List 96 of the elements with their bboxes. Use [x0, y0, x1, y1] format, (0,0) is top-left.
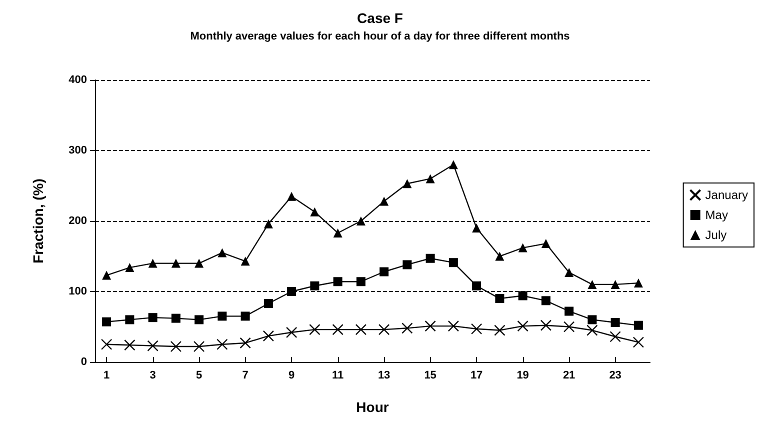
point	[402, 260, 412, 270]
point	[540, 320, 552, 331]
point	[541, 239, 550, 248]
point	[310, 281, 320, 290]
point	[495, 294, 504, 304]
point	[125, 263, 134, 272]
point	[309, 324, 320, 336]
point	[380, 267, 389, 276]
x-tick-label: 11	[332, 370, 344, 382]
point	[218, 312, 227, 321]
y-tick-label: 300	[68, 144, 87, 156]
point	[448, 160, 458, 170]
point	[310, 207, 320, 216]
x-tick-label: 17	[470, 370, 483, 382]
point	[448, 258, 458, 268]
point	[194, 258, 204, 268]
point	[240, 337, 251, 349]
point	[586, 324, 598, 336]
point	[472, 224, 482, 233]
point	[518, 291, 528, 300]
point	[287, 192, 296, 201]
point	[356, 277, 366, 286]
point	[102, 270, 112, 280]
point	[426, 254, 435, 263]
point	[424, 320, 436, 332]
point	[102, 317, 112, 326]
point	[148, 258, 158, 268]
x-tick-label: 15	[424, 370, 436, 382]
x-axis-title: Hour	[356, 399, 390, 415]
point	[634, 278, 643, 288]
point	[356, 216, 366, 226]
point	[240, 312, 250, 321]
point	[426, 174, 435, 184]
point	[402, 322, 413, 334]
point	[378, 324, 390, 336]
point	[333, 277, 342, 286]
y-tick-label: 400	[68, 74, 87, 86]
y-tick-label: 100	[68, 286, 87, 298]
point	[286, 326, 298, 338]
point	[448, 320, 460, 332]
x-tick-label: 9	[288, 370, 295, 382]
point	[517, 320, 528, 332]
legend-label: July	[705, 228, 727, 242]
y-tick-label: 0	[80, 356, 87, 368]
point	[194, 315, 204, 324]
point	[193, 340, 205, 352]
point	[541, 296, 550, 306]
y-tick-label: 200	[68, 215, 87, 227]
point	[216, 338, 228, 350]
point	[218, 248, 227, 258]
point	[170, 340, 182, 352]
x-tick-label: 7	[242, 370, 248, 382]
point	[588, 280, 597, 289]
point	[495, 252, 504, 261]
point	[333, 228, 342, 238]
point	[147, 340, 158, 352]
point	[287, 287, 296, 296]
point	[380, 196, 389, 206]
x-tick-label: 1	[104, 370, 110, 382]
point	[634, 320, 643, 330]
point	[518, 243, 528, 252]
x-tick-label: 3	[150, 370, 156, 382]
point	[262, 330, 274, 342]
point	[171, 314, 180, 323]
x-tick-label: 13	[378, 370, 390, 382]
point	[632, 336, 644, 348]
point	[610, 331, 621, 342]
legend-label: January	[705, 188, 748, 202]
legend-label: May	[705, 208, 728, 222]
point	[240, 256, 250, 266]
point	[332, 324, 344, 336]
point	[264, 298, 273, 308]
x-tick-label: 23	[609, 370, 622, 382]
point	[124, 339, 136, 351]
point	[402, 179, 412, 188]
point	[100, 338, 112, 350]
x-tick-label: 21	[562, 370, 576, 382]
point	[148, 313, 158, 322]
y-axis-title: Fraction, (%)	[30, 178, 46, 264]
point	[264, 219, 273, 228]
point	[472, 281, 482, 290]
point	[171, 258, 180, 268]
point	[610, 318, 620, 328]
chart-title: Case F	[357, 10, 404, 26]
point	[610, 280, 620, 289]
point	[588, 315, 597, 324]
x-tick-label: 5	[196, 370, 202, 382]
point	[494, 324, 506, 336]
point	[470, 323, 482, 334]
point	[563, 321, 575, 332]
chart-subtitle: Monthly average values for each hour of a day for three different months	[190, 30, 570, 42]
point	[564, 306, 574, 316]
x-tick-label: 19	[516, 370, 529, 382]
point	[125, 315, 134, 324]
point	[355, 324, 367, 336]
point	[564, 268, 574, 277]
